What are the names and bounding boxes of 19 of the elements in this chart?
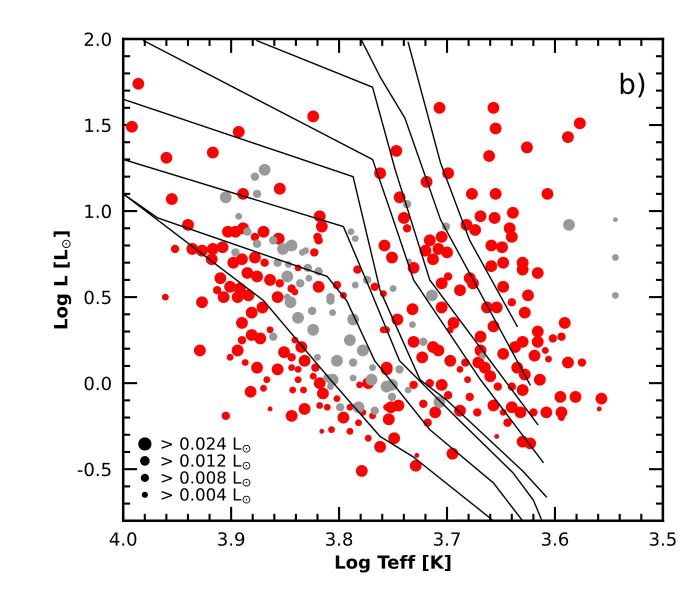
y-tick-label: 0.0 <box>84 376 111 390</box>
x-tick-label: 3.5 <box>650 532 676 546</box>
y-axis-title: Log L [L$_{⊙}$] <box>54 231 72 328</box>
y-tick-label: 1.0 <box>85 204 111 218</box>
y-tick-label: 1.5 <box>85 118 111 132</box>
x-tick-label: 3.8 <box>326 532 352 546</box>
legend-label: > 0.004 L$_{⊙}$ <box>162 488 250 504</box>
legend-label: > 0.024 L$_{⊙}$ <box>162 437 250 453</box>
x-axis-title: Log Teff [K] <box>336 554 450 573</box>
x-tick-label: 3.6 <box>542 532 568 546</box>
x-tick-label: 3.9 <box>218 532 244 546</box>
x-tick-label: 3.7 <box>434 532 460 546</box>
y-tick-label: 0.5 <box>84 290 111 304</box>
x-tick-label: 4.0 <box>110 532 136 546</box>
y-tick-label: -0.5 <box>78 462 111 476</box>
legend-label: > 0.008 L$_{⊙}$ <box>162 471 250 486</box>
legend-label: > 0.012 L$_{⊙}$ <box>162 454 250 470</box>
annotation: b) <box>620 72 644 98</box>
y-tick-label: 2.0 <box>84 32 111 46</box>
